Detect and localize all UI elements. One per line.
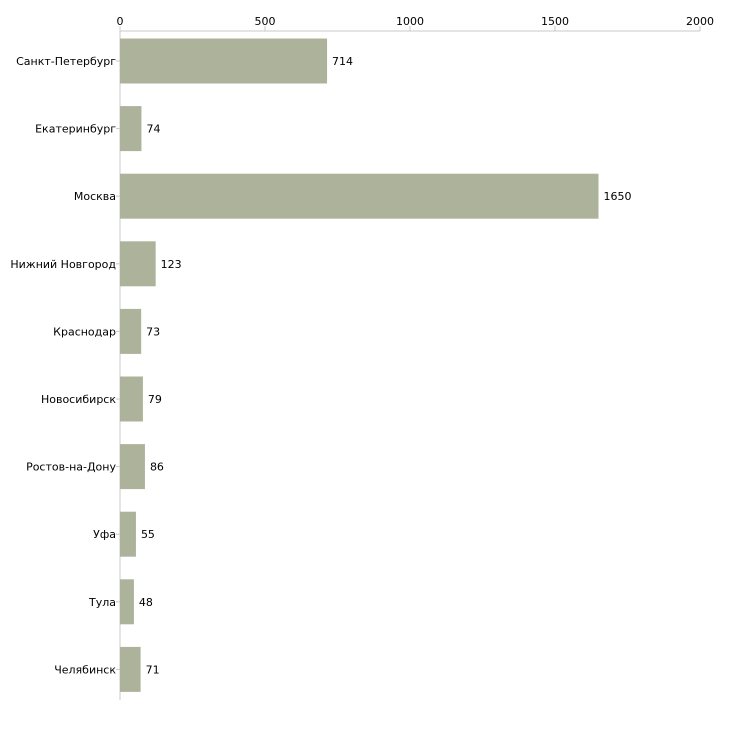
value-label: 71 <box>146 663 160 676</box>
x-tick-label: 2000 <box>686 15 714 28</box>
value-label: 123 <box>161 258 182 271</box>
bar-8 <box>120 579 134 625</box>
value-label: 79 <box>148 393 162 406</box>
category-label: Краснодар <box>53 325 116 338</box>
labels: Санкт-Петербург 714 Екатеринбург 74 Москва 16… <box>10 55 631 676</box>
x-tick-label: 0 <box>117 15 124 28</box>
value-label: 55 <box>141 528 155 541</box>
x-tick-label: 500 <box>255 15 276 28</box>
bar-9 <box>120 646 141 692</box>
category-label: Челябинск <box>54 663 116 676</box>
bars <box>120 38 599 692</box>
bar-1 <box>120 106 142 152</box>
value-label: 714 <box>332 55 353 68</box>
category-label: Москва <box>74 190 116 203</box>
bar-3 <box>120 241 156 287</box>
value-label: 48 <box>139 596 153 609</box>
value-label: 73 <box>146 325 160 338</box>
category-label: Екатеринбург <box>35 123 116 136</box>
category-label: Уфа <box>93 528 116 541</box>
bar-5 <box>120 376 143 422</box>
category-label: Новосибирск <box>41 393 116 406</box>
value-label: 86 <box>150 461 164 474</box>
category-label: Санкт-Петербург <box>16 55 116 68</box>
bar-2 <box>120 173 599 219</box>
category-label: Тула <box>88 596 116 609</box>
bar-0 <box>120 38 328 84</box>
category-label: Нижний Новгород <box>10 258 116 271</box>
x-tick-label: 1500 <box>541 15 569 28</box>
bar-7 <box>120 511 136 557</box>
bar-4 <box>120 308 142 354</box>
x-tick-label: 1000 <box>396 15 424 28</box>
value-label: 74 <box>146 123 160 136</box>
value-label: 1650 <box>604 190 632 203</box>
category-label: Ростов-на-Дону <box>26 461 116 474</box>
axes: 0 500 1000 1500 2000 <box>116 15 714 700</box>
bar-6 <box>120 444 145 490</box>
